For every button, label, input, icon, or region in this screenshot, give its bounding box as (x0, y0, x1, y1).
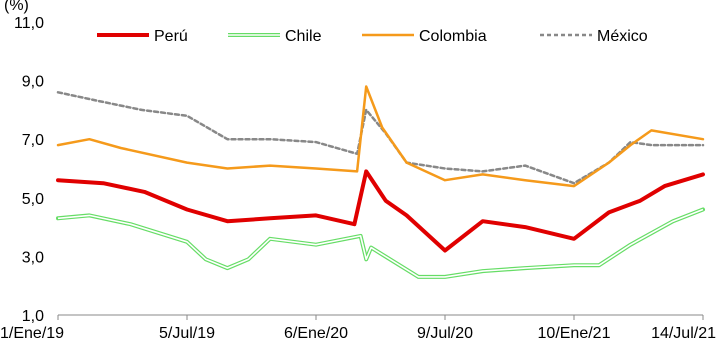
series-peru (56, 169, 705, 253)
y-tick-label: 7,0 (22, 132, 44, 149)
y-tick-label: 3,0 (22, 249, 44, 266)
y-axis-label: (%) (4, 0, 29, 14)
series-chile (56, 207, 705, 279)
series-layer (56, 85, 705, 279)
legend-label: Chile (285, 28, 322, 45)
x-tick-label: 14/Jul/21 (651, 325, 716, 342)
series-mexico (56, 91, 705, 185)
legend-label: Colombia (419, 28, 487, 45)
legend-label: México (597, 28, 648, 45)
x-tick-label: 6/Ene/20 (284, 325, 348, 342)
series-line-mexico (56, 91, 705, 185)
y-tick-label: 1,0 (22, 308, 44, 325)
legend-label: Perú (154, 28, 188, 45)
y-tick-label: 9,0 (22, 74, 44, 91)
series-line-inner-chile (57, 208, 704, 278)
legend: Perú Chile Colombia México (97, 28, 648, 45)
x-tick-label: 10/Ene/21 (538, 325, 611, 342)
x-tick-label: 9/Jul/20 (417, 325, 473, 342)
legend-item-colombia: Colombia (362, 28, 487, 45)
x-tick-label: 1/Ene/19 (0, 325, 64, 342)
series-line-colombia (56, 85, 705, 188)
legend-item-mexico: México (540, 28, 648, 45)
legend-item-peru: Perú (97, 28, 188, 45)
series-line-chile (56, 207, 705, 279)
legend-item-chile: Chile (228, 28, 322, 45)
y-tick-label: 5,0 (22, 191, 44, 208)
x-tick-label: 5/Jul/19 (159, 325, 215, 342)
series-line-peru (56, 169, 705, 253)
series-colombia (56, 85, 705, 188)
y-tick-label: 11,0 (14, 15, 44, 32)
